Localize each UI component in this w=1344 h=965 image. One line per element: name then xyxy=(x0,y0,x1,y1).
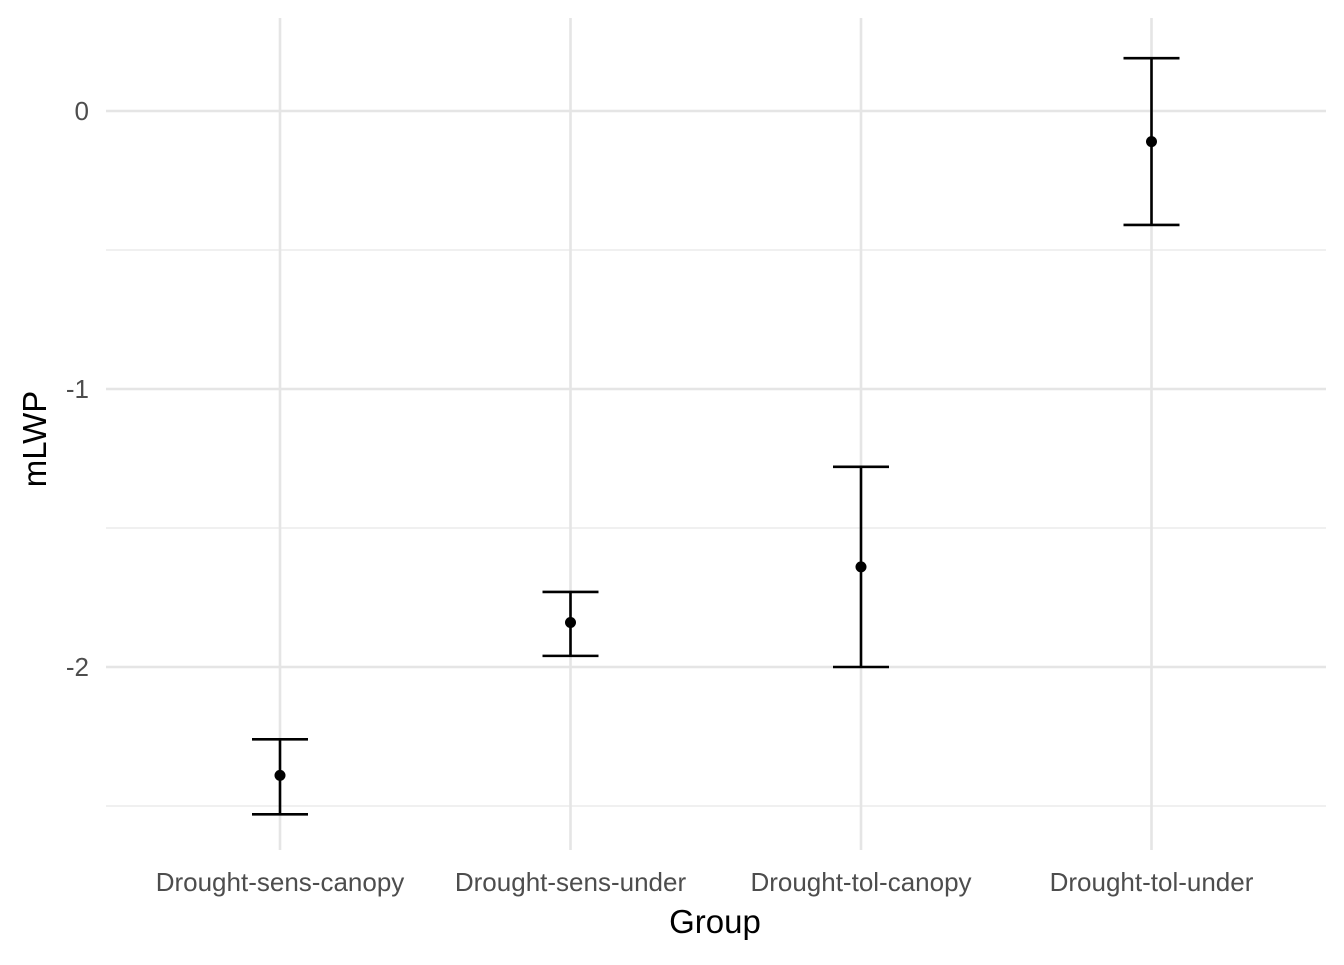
major-gridlines-x xyxy=(278,18,1153,850)
minor-gridlines xyxy=(106,249,1326,807)
x-tick-label: Drought-tol-canopy xyxy=(750,867,971,897)
x-tick-label: Drought-tol-under xyxy=(1050,867,1254,897)
data-point xyxy=(274,769,286,781)
y-tick-label: -2 xyxy=(66,652,89,682)
data-points xyxy=(274,136,1157,781)
data-point xyxy=(855,561,867,573)
data-point xyxy=(1146,136,1157,148)
x-tick-labels: Drought-sens-canopy Drought-sens-under Dro… xyxy=(156,867,1254,897)
y-tick-labels: 0 -1 -2 xyxy=(66,96,89,682)
data-point xyxy=(565,617,576,629)
y-tick-label: 0 xyxy=(75,96,89,126)
y-tick-label: -1 xyxy=(66,374,89,404)
x-tick-label: Drought-sens-canopy xyxy=(156,867,405,897)
y-axis-title: mLWP xyxy=(16,391,53,488)
x-axis-title: Group xyxy=(669,903,761,940)
major-gridlines-y xyxy=(106,109,1326,669)
error-bars xyxy=(252,56,1180,816)
x-tick-label: Drought-sens-under xyxy=(455,867,687,897)
